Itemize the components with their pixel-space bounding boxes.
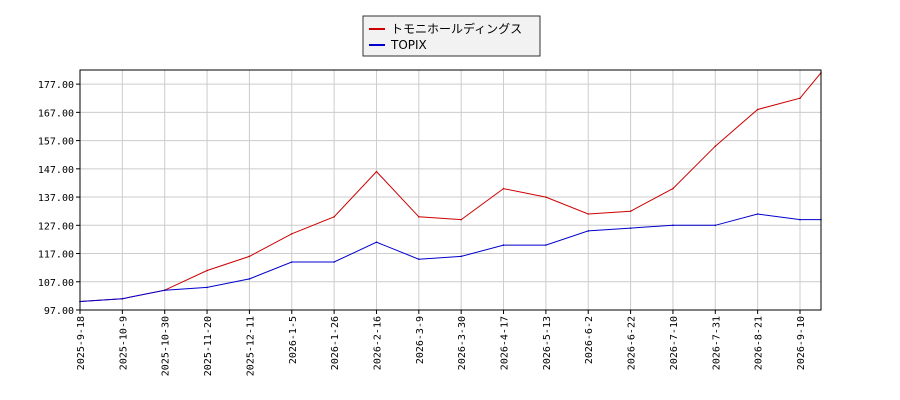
series-1-point [206, 269, 208, 272]
y-axis-ticks: 97.00 107.00 117.00 127.00 137.00 147.00 157.0… [38, 80, 80, 317]
x-tick-label: 2026-6-2 [584, 316, 595, 364]
x-tick-label: 2025-10-9 [118, 316, 129, 370]
plot-frame [79, 69, 822, 311]
x-axis-ticks: 2025-9-18 2025-10-9 2025-10-30 2025-11-20 20… [76, 310, 807, 376]
series-1-point [756, 108, 759, 111]
series-1-point [672, 187, 674, 190]
series-2-point [460, 255, 462, 258]
series-2-point [248, 278, 251, 280]
x-tick-label: 2026-3-9 [415, 316, 426, 364]
y-tick-label: 137.00 [38, 193, 74, 204]
legend-label-series-1: トモニホールディングス [391, 21, 522, 36]
series-2-point [502, 244, 505, 246]
y-tick-label: 107.00 [38, 278, 74, 289]
x-tick-label: 2026-7-10 [669, 316, 680, 370]
series-line-1 [79, 72, 822, 302]
x-tick-label: 2026-1-5 [288, 316, 299, 364]
series-2-point [121, 297, 124, 300]
series-1-point [629, 210, 632, 212]
series-1-point [799, 97, 801, 100]
series-1-point [418, 216, 420, 218]
series-1-point [502, 187, 505, 190]
x-tick-label: 2026-1-26 [330, 316, 341, 370]
x-tick-label: 2026-6-22 [627, 316, 638, 370]
series-2-point [799, 218, 801, 221]
series-2-point [629, 227, 632, 229]
y-tick-label: 177.00 [38, 80, 74, 91]
series-1-point [714, 145, 717, 148]
series-1-point [460, 218, 462, 221]
series-1-point [587, 213, 590, 215]
x-tick-label: 2026-5-13 [542, 316, 553, 370]
y-tick-label: 117.00 [38, 250, 74, 261]
legend-label-series-2: TOPIX [390, 38, 427, 52]
series-2-point [290, 261, 293, 263]
series-1-point [248, 255, 251, 258]
y-tick-label: 157.00 [38, 137, 74, 148]
x-tick-label: 2025-9-18 [76, 316, 87, 370]
series-lines [79, 72, 822, 303]
x-tick-label: 2026-3-30 [457, 316, 468, 370]
series-2-point [418, 258, 420, 260]
legend: トモニホールディングス TOPIX [362, 15, 541, 57]
y-tick-label: 167.00 [38, 108, 74, 119]
x-tick-label: 2026-9-10 [796, 316, 807, 370]
x-tick-label: 2025-11-20 [203, 316, 214, 376]
y-tick-label: 127.00 [38, 221, 74, 232]
series-2-point [206, 286, 208, 289]
series-2-point [163, 289, 166, 292]
series-2-point [714, 224, 717, 227]
series-1-point [290, 232, 293, 235]
legend-box [362, 15, 541, 57]
series-line-2 [79, 213, 821, 302]
series-1-point [545, 196, 547, 198]
series-2-point [587, 230, 590, 232]
series-1-point [333, 216, 335, 218]
x-tick-label: 2026-8-21 [754, 316, 765, 370]
series-1-point [375, 170, 378, 173]
x-tick-label: 2026-7-31 [711, 316, 722, 370]
series-2-point [672, 224, 674, 227]
x-tick-label: 2026-2-16 [372, 316, 383, 370]
series-2-point [756, 213, 759, 215]
series-2-point [375, 241, 378, 244]
series-2-point [545, 244, 547, 246]
x-tick-label: 2026-4-17 [500, 316, 511, 370]
y-tick-label: 97.00 [44, 306, 74, 317]
grid-lines [79, 70, 821, 311]
x-tick-label: 2025-12-11 [245, 316, 256, 376]
y-tick-label: 147.00 [38, 165, 74, 176]
series-2-point [333, 261, 335, 263]
x-tick-label: 2025-10-30 [161, 316, 172, 376]
